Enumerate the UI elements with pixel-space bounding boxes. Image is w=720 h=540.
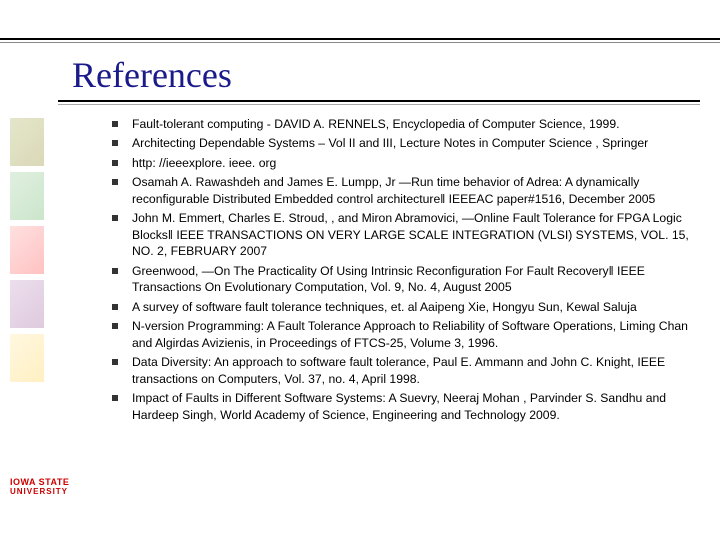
title-underline-thin: [58, 104, 700, 105]
reference-item: John M. Emmert, Charles E. Stroud, , and…: [110, 210, 696, 259]
deco-block: [10, 118, 44, 166]
page-title: References: [72, 54, 232, 96]
deco-block: [10, 172, 44, 220]
deco-block: [10, 280, 44, 328]
reference-item: Greenwood, ―On The Practicality Of Using…: [110, 263, 696, 296]
logo-line2: UNIVERSITY: [10, 487, 80, 496]
reference-item: Fault-tolerant computing - DAVID A. RENN…: [110, 116, 696, 132]
side-decoration: [10, 118, 50, 388]
references-list: Fault-tolerant computing - DAVID A. RENN…: [110, 116, 696, 423]
reference-item: Osamah A. Rawashdeh and James E. Lumpp, …: [110, 174, 696, 207]
reference-item: A survey of software fault tolerance tec…: [110, 299, 696, 315]
reference-item: Architecting Dependable Systems – Vol II…: [110, 135, 696, 151]
reference-item: Data Diversity: An approach to software …: [110, 354, 696, 387]
top-border-thick: [0, 38, 720, 40]
deco-block: [10, 334, 44, 382]
top-border-thin: [0, 42, 720, 43]
reference-item: http: //ieeexplore. ieee. org: [110, 155, 696, 171]
references-content: Fault-tolerant computing - DAVID A. RENN…: [110, 116, 696, 532]
reference-item: N-version Programming: A Fault Tolerance…: [110, 318, 696, 351]
logo-line1: IOWA STATE: [10, 477, 80, 487]
reference-item: Impact of Faults in Different Software S…: [110, 390, 696, 423]
title-underline-thick: [58, 100, 700, 102]
deco-block: [10, 226, 44, 274]
university-logo: IOWA STATE UNIVERSITY: [10, 477, 80, 496]
